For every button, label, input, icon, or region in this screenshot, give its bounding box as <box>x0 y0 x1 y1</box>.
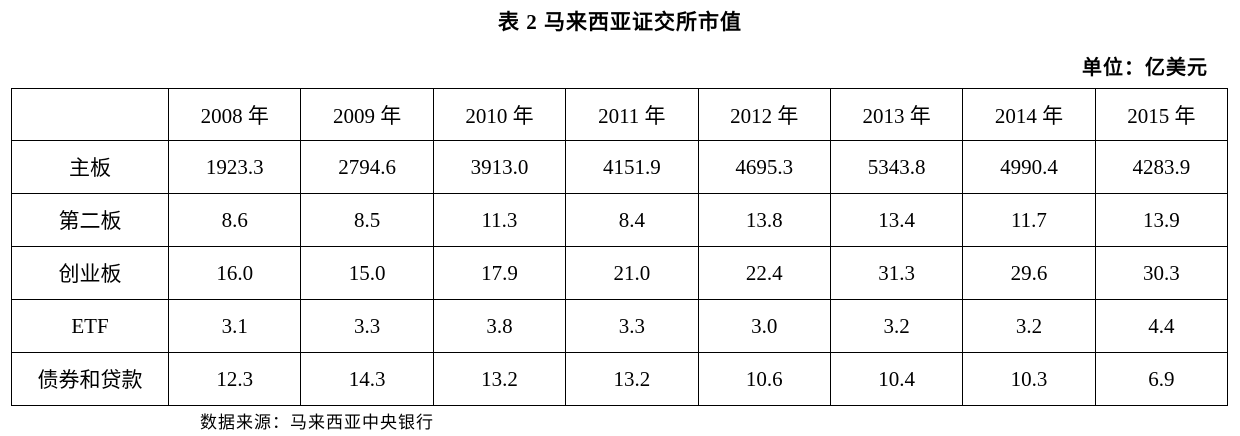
cell: 10.6 <box>697 352 831 406</box>
cell: 16.0 <box>167 246 302 300</box>
cell: 10.3 <box>962 352 1096 406</box>
cell: 3.3 <box>300 299 434 353</box>
cell: 11.3 <box>432 193 567 247</box>
cell: 31.3 <box>829 246 964 300</box>
column-header: 2012 年 <box>697 88 831 141</box>
table-row: 第二板 8.6 8.5 11.3 8.4 13.8 13.4 11.7 13.9 <box>11 193 1229 247</box>
table-row: 主板 1923.3 2794.6 3913.0 4151.9 4695.3 53… <box>11 140 1229 194</box>
column-header: 2014 年 <box>962 88 1096 141</box>
cell: 17.9 <box>432 246 567 300</box>
cell: 13.9 <box>1094 193 1229 247</box>
cell: 15.0 <box>300 246 434 300</box>
cell: 3913.0 <box>432 140 567 194</box>
row-label: 创业板 <box>11 246 169 300</box>
column-header: 2010 年 <box>432 88 567 141</box>
table-row: 债券和贷款 12.3 14.3 13.2 13.2 10.6 10.4 10.3… <box>11 352 1229 406</box>
cell: 29.6 <box>962 246 1096 300</box>
table-row: ETF 3.1 3.3 3.8 3.3 3.0 3.2 3.2 4.4 <box>11 299 1229 353</box>
table-caption: 表 2 马来西亚证交所市值 <box>498 10 742 34</box>
cell: 21.0 <box>565 246 699 300</box>
cell: 2794.6 <box>300 140 434 194</box>
cell: 13.4 <box>829 193 964 247</box>
row-label: 第二板 <box>11 193 169 247</box>
table-row: 创业板 16.0 15.0 17.9 21.0 22.4 31.3 29.6 3… <box>11 246 1229 300</box>
cell: 8.4 <box>565 193 699 247</box>
cell: 4695.3 <box>697 140 831 194</box>
column-header: 2011 年 <box>565 88 699 141</box>
cell: 3.8 <box>432 299 567 353</box>
column-header: 2013 年 <box>829 88 964 141</box>
cell: 30.3 <box>1094 246 1229 300</box>
table-header-row: 2008 年 2009 年 2010 年 2011 年 2012 年 2013 … <box>11 88 1229 141</box>
cell: 11.7 <box>962 193 1096 247</box>
cell: 6.9 <box>1094 352 1229 406</box>
cell: 3.1 <box>167 299 302 353</box>
cell: 3.0 <box>697 299 831 353</box>
cell: 4283.9 <box>1094 140 1229 194</box>
cell: 1923.3 <box>167 140 302 194</box>
cell: 12.3 <box>167 352 302 406</box>
row-label: ETF <box>11 299 169 353</box>
cell: 10.4 <box>829 352 964 406</box>
cell: 13.2 <box>565 352 699 406</box>
column-header: 2008 年 <box>167 88 302 141</box>
cell: 3.2 <box>829 299 964 353</box>
cell: 4990.4 <box>962 140 1096 194</box>
column-header: 2009 年 <box>300 88 434 141</box>
cell: 5343.8 <box>829 140 964 194</box>
data-source-note: 数据来源：马来西亚中央银行 <box>200 413 434 432</box>
row-label: 债券和贷款 <box>11 352 169 406</box>
cell: 13.2 <box>432 352 567 406</box>
cell: 14.3 <box>300 352 434 406</box>
corner-cell <box>11 88 169 141</box>
cell: 13.8 <box>697 193 831 247</box>
cell: 4.4 <box>1094 299 1229 353</box>
column-header: 2015 年 <box>1094 88 1229 141</box>
market-value-table: 2008 年 2009 年 2010 年 2011 年 2012 年 2013 … <box>11 88 1229 406</box>
unit-label: 单位：亿美元 <box>1082 57 1208 79</box>
cell: 22.4 <box>697 246 831 300</box>
cell: 4151.9 <box>565 140 699 194</box>
row-label: 主板 <box>11 140 169 194</box>
cell: 3.3 <box>565 299 699 353</box>
cell: 8.5 <box>300 193 434 247</box>
cell: 8.6 <box>167 193 302 247</box>
cell: 3.2 <box>962 299 1096 353</box>
